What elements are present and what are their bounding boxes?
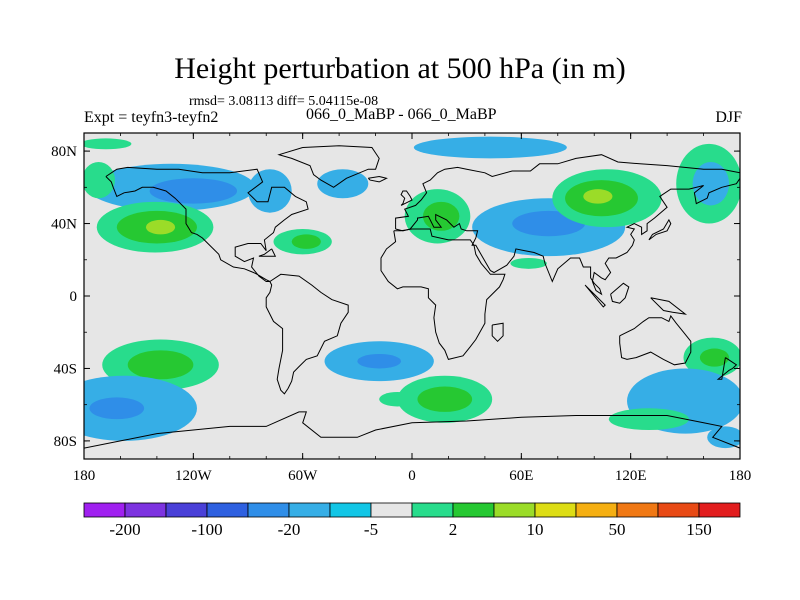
y-tick-label: 80S: [54, 434, 77, 450]
coastline-5: [619, 314, 692, 366]
coastline-6: [84, 411, 740, 449]
colorbar-box-15: [698, 502, 741, 518]
x-axis: 180 120W 60W 0 60E 120E 180: [73, 133, 752, 484]
y-axis: 80N 40N 0 40S 80S: [51, 144, 740, 450]
contour-region-34: [608, 408, 689, 431]
coastline-7: [491, 322, 504, 343]
contour-region-9: [84, 161, 115, 199]
coastline-10: [610, 282, 630, 304]
colorbar-box-9: [452, 502, 495, 518]
contour-region-25: [89, 397, 145, 420]
coastline-11: [650, 297, 688, 315]
contour-region-18: [583, 189, 613, 204]
coastline-2: [265, 273, 349, 395]
coastline-1: [277, 145, 380, 188]
colorbar-box-11: [534, 502, 577, 518]
colorbar: -200 -100 -20 -5 2 10 50 150: [83, 502, 741, 539]
x-tick-label: 120W: [175, 468, 213, 484]
colorbar-label: 50: [609, 520, 626, 539]
coastline-3: [380, 228, 506, 360]
coastlines: [84, 145, 740, 449]
colorbar-box-2: [165, 502, 208, 518]
y-tick-label: 40S: [54, 361, 77, 377]
x-tick-label: 120E: [615, 468, 647, 484]
contour-region-23: [127, 350, 194, 380]
stats-text: rmsd= 3.08113 diff= 5.04115e-08: [189, 94, 379, 109]
colorbar-box-10: [493, 502, 536, 518]
left-string: Expt = teyfn3-teyfn2: [84, 109, 219, 126]
coastline-4: [395, 154, 740, 296]
coastline-15: [258, 248, 277, 257]
colorbar-label: -20: [278, 520, 301, 539]
contour-region-30: [417, 386, 473, 412]
coastline-12: [400, 190, 413, 206]
contour-region-32: [699, 348, 730, 367]
x-tick-label: 60E: [509, 468, 533, 484]
y-tick-label: 0: [70, 289, 78, 305]
coastline-9: [584, 284, 606, 308]
contour-region-27: [357, 353, 402, 369]
colorbar-box-5: [288, 502, 331, 518]
center-string: 066_0_MaBP - 066_0_MaBP: [306, 106, 497, 123]
colorbar-box-0: [83, 502, 126, 518]
contour-region-1: [149, 178, 238, 204]
coastline-8: [716, 357, 738, 380]
colorbar-box-14: [657, 502, 700, 518]
map-field: [84, 133, 740, 459]
colorbar-label: -100: [191, 520, 222, 539]
x-tick-label: 180: [73, 468, 96, 484]
coastline-0: [105, 166, 309, 282]
colorbar-label: -200: [109, 520, 140, 539]
contour-region-8: [317, 169, 369, 199]
y-tick-label: 40N: [51, 217, 77, 233]
contour-region-20: [692, 161, 730, 206]
colorbar-box-6: [329, 502, 372, 518]
chart-title: Height perturbation at 500 hPa (in m): [174, 52, 626, 85]
colorbar-box-1: [124, 502, 167, 518]
contour-region-21: [510, 257, 547, 269]
colorbar-label: 10: [527, 520, 544, 539]
contour-region-35: [707, 426, 740, 449]
colorbar-box-12: [575, 502, 618, 518]
contour-region-10: [84, 138, 132, 150]
colorbar-label: 2: [449, 520, 458, 539]
season-label: DJF: [715, 109, 742, 126]
coastline-14: [648, 218, 672, 241]
coastline-13: [367, 175, 388, 183]
y-tick-label: 80N: [51, 144, 77, 160]
x-tick-label: 180: [729, 468, 752, 484]
colorbar-box-7: [370, 502, 413, 518]
colorbar-box-13: [616, 502, 659, 518]
colorbar-label: 150: [686, 520, 712, 539]
contour-region-4: [145, 219, 176, 235]
colorbar-box-8: [411, 502, 454, 518]
x-tick-label: 0: [408, 468, 416, 484]
x-tick-label: 60W: [288, 468, 318, 484]
colorbar-label: -5: [364, 520, 378, 539]
contour-region-6: [291, 234, 321, 249]
contour-region-7: [248, 169, 292, 213]
colorbar-box-3: [206, 502, 249, 518]
colorbar-box-4: [247, 502, 290, 518]
contour-region-11: [413, 136, 567, 159]
